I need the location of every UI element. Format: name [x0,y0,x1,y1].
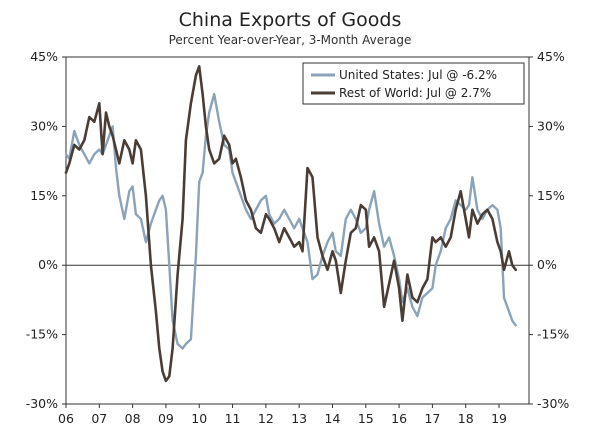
legend-box [302,62,525,105]
legend-label-us: United States: Jul @ -6.2% [339,68,497,82]
x-tick-label: 06 [58,411,74,426]
y-tick-label-right: 15% [537,188,565,203]
legend: United States: Jul @ -6.2% Rest of World… [302,62,525,105]
y-tick-label-right: -15% [537,327,569,342]
x-tick-label: 08 [125,411,141,426]
series-line-rest-of-world [64,65,518,383]
y-tick-label-left: -15% [26,327,58,342]
x-tick-label: 13 [291,411,307,426]
chart-subtitle: Percent Year-over-Year, 3-Month Average [169,33,412,47]
x-tick-label: 07 [91,411,107,426]
x-tick-label: 16 [391,411,407,426]
x-tick-label: 19 [491,411,507,426]
y-tick-label-left: 0% [38,257,58,272]
y-tick-label-left: -30% [26,396,58,411]
x-tick-label: 12 [258,411,274,426]
chart-title: China Exports of Goods [179,9,402,31]
x-tick-label: 11 [225,411,241,426]
y-tick-label-right: 45% [537,49,565,64]
x-tick-label: 18 [458,411,474,426]
y-tick-label-left: 30% [30,118,58,133]
y-tick-label-right: -30% [537,396,569,411]
y-tick-label-right: 30% [537,118,565,133]
plot-frame [65,56,530,405]
x-tick-label: 09 [158,411,174,426]
plot-area: 45% 45%30% 30%15% 15%0% 0%-15% -15%-30% -30%06… [26,49,570,426]
y-tick-label-right: 0% [537,257,557,272]
y-tick-label-left: 15% [30,188,58,203]
x-tick-label: 14 [325,411,341,426]
legend-label-row: Rest of World: Jul @ 2.7% [339,86,491,100]
y-tick-label-left: 45% [30,49,58,64]
x-tick-label: 17 [424,411,440,426]
x-tick-label: 10 [191,411,207,426]
x-tick-label: 15 [358,411,374,426]
series-line-united-states [64,92,517,350]
